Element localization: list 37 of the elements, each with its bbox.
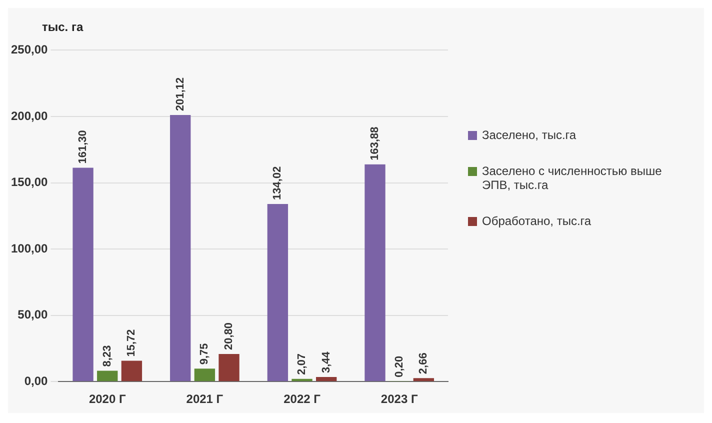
- data-label: 163,88: [369, 126, 382, 160]
- bar: [97, 370, 118, 382]
- x-tick-label: 2022 Г: [284, 392, 321, 406]
- y-tick-label: 0,00: [24, 374, 48, 388]
- data-label: 0,20: [393, 356, 406, 378]
- bar: [121, 360, 142, 382]
- bar: [413, 378, 434, 382]
- bar: [267, 204, 288, 382]
- bar: [364, 164, 386, 382]
- legend-label: Заселено с численностью выше ЭПВ, тыс.га: [482, 164, 663, 192]
- legend-label: Заселено, тыс.га: [482, 128, 576, 142]
- data-label: 8,23: [101, 345, 114, 367]
- y-tick-label: 100,00: [11, 241, 48, 256]
- data-label: 20,80: [223, 322, 236, 350]
- bar: [292, 378, 312, 382]
- y-axis-title: тыс. га: [42, 20, 84, 34]
- bar: [194, 368, 216, 382]
- bar: [72, 168, 94, 382]
- data-label: 201,12: [174, 77, 186, 111]
- y-tick-label: 50,00: [18, 308, 48, 322]
- data-label: 2,66: [418, 352, 430, 374]
- data-label: 161,30: [77, 130, 90, 164]
- bar: [218, 354, 240, 382]
- legend-label: Обработано, тыс.га: [482, 214, 592, 228]
- data-label: 2,07: [296, 353, 308, 375]
- data-label: 134,02: [272, 166, 284, 200]
- data-label: 9,75: [198, 343, 211, 365]
- x-tick-label: 2020 Г: [88, 392, 126, 406]
- y-tick-label: 150,00: [11, 175, 48, 190]
- data-label: 15,72: [126, 329, 138, 357]
- x-tick-label: 2023 Г: [380, 392, 418, 406]
- bar: [170, 114, 191, 382]
- x-tick-label: 2021 Г: [186, 392, 224, 406]
- y-tick-label: 200,00: [11, 108, 48, 123]
- y-tick-label: 250,00: [11, 42, 48, 57]
- bar: [316, 377, 337, 382]
- data-label: 3,44: [320, 350, 332, 374]
